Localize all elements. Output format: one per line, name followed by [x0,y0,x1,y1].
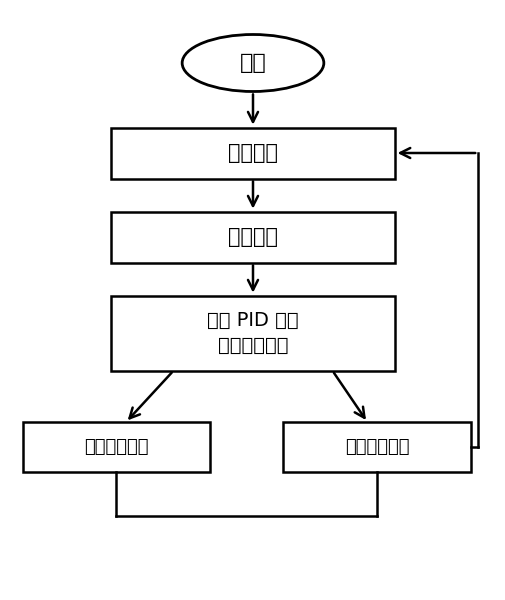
Text: 加热输出控制: 加热输出控制 [84,438,148,456]
Bar [111,295,394,370]
Bar [23,422,210,472]
Bar [111,127,394,179]
Bar [283,422,470,472]
Text: 输入信息: 输入信息 [228,227,277,247]
Bar [111,211,394,263]
Text: 制冷输出控制: 制冷输出控制 [344,438,409,456]
Text: 检测信息: 检测信息 [228,143,277,163]
Text: 模糊 PID 算法
输出控制计算: 模糊 PID 算法 输出控制计算 [207,311,298,355]
Text: 开始: 开始 [239,53,266,73]
Ellipse shape [182,34,323,91]
